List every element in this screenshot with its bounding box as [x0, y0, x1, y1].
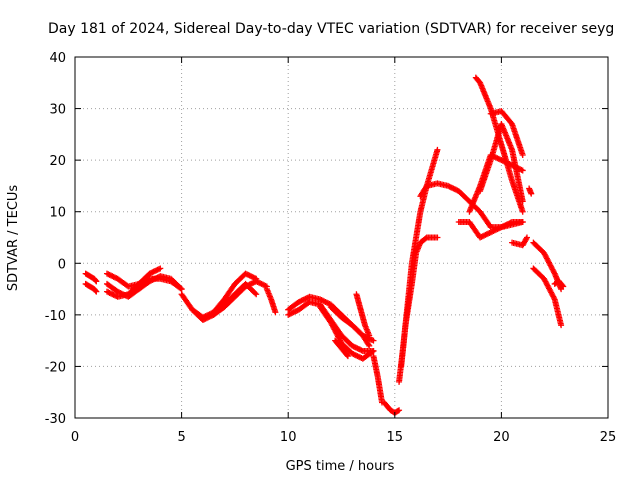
data-point: [366, 342, 373, 349]
data-point: [178, 286, 185, 293]
grid-lines: [75, 57, 608, 418]
y-tick-label: 30: [49, 103, 66, 118]
data-point: [344, 353, 351, 360]
y-axis-label: SDTVAR / TECUs: [6, 185, 21, 292]
x-tick-label: 10: [280, 430, 297, 445]
data-point: [157, 265, 164, 272]
axis-ticks: [74, 56, 609, 419]
x-tick-label: 20: [493, 430, 510, 445]
x-tick-label: 5: [177, 430, 185, 445]
data-point: [523, 234, 530, 241]
data-point: [370, 347, 377, 354]
y-tick-label: 40: [49, 51, 66, 66]
data-point: [519, 198, 526, 205]
data-point: [434, 234, 441, 241]
data-point: [369, 348, 376, 355]
y-tick-label: 20: [49, 154, 66, 169]
data-point: [523, 235, 530, 242]
y-tick-labels: -30 -20 -10 0 10 20 30 40: [45, 51, 66, 427]
data-point: [252, 290, 259, 297]
y-tick-label: 0: [58, 257, 66, 272]
y-tick-label: -30: [45, 412, 66, 427]
data-point: [93, 288, 100, 295]
data-point: [519, 208, 526, 215]
data-point: [519, 167, 526, 174]
plot-frame: [74, 56, 609, 419]
y-tick-label: -10: [45, 309, 66, 324]
data-point: [253, 291, 260, 298]
data-point: [528, 190, 535, 197]
data-point: [519, 219, 526, 226]
x-tick-label: 0: [71, 430, 79, 445]
data-point: [92, 277, 99, 284]
y-tick-label: -20: [45, 360, 66, 375]
data-point: [396, 407, 403, 414]
chart-title: Day 181 of 2024, Sidereal Day-to-day VTE…: [48, 21, 614, 37]
data-point: [92, 287, 99, 294]
data-point: [558, 322, 565, 329]
data-point: [365, 341, 372, 348]
data-point: [560, 283, 567, 290]
data-point: [559, 282, 566, 289]
y-tick-label: 10: [49, 206, 66, 221]
x-tick-label: 15: [387, 430, 404, 445]
x-tick-labels: 0 5 10 15 20 25: [71, 430, 616, 445]
data-points: [82, 74, 567, 416]
data-point: [93, 278, 100, 285]
data-point: [434, 146, 441, 153]
x-tick-label: 25: [600, 430, 617, 445]
x-axis-label: GPS time / hours: [286, 459, 395, 474]
data-point: [177, 285, 184, 292]
data-point: [366, 332, 373, 339]
data-point: [344, 352, 351, 359]
data-point: [272, 309, 279, 316]
data-point: [519, 151, 526, 158]
data-point: [370, 337, 377, 344]
